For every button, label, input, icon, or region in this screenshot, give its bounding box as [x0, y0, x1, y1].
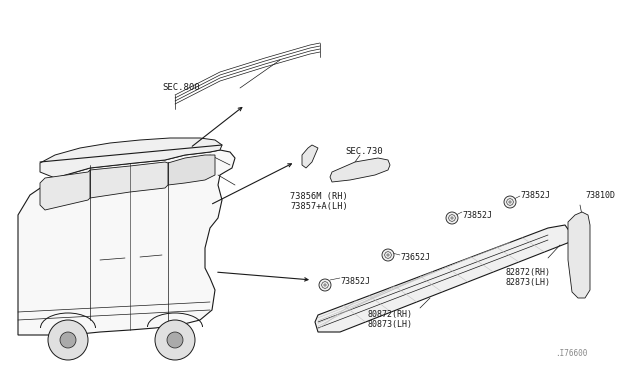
- Polygon shape: [18, 150, 235, 335]
- Polygon shape: [315, 225, 570, 332]
- Text: SEC.730: SEC.730: [345, 148, 383, 157]
- Circle shape: [319, 279, 331, 291]
- Text: 73852J: 73852J: [462, 211, 492, 219]
- Text: 80872(RH)
80873(LH): 80872(RH) 80873(LH): [368, 310, 413, 329]
- Polygon shape: [330, 158, 390, 182]
- Text: 73852J: 73852J: [520, 192, 550, 201]
- Text: 73810D: 73810D: [585, 190, 615, 199]
- Text: 82872(RH)
82873(LH): 82872(RH) 82873(LH): [505, 268, 550, 288]
- Polygon shape: [568, 212, 590, 298]
- Polygon shape: [40, 170, 90, 210]
- Circle shape: [60, 332, 76, 348]
- Polygon shape: [168, 155, 215, 185]
- Polygon shape: [302, 145, 318, 168]
- Text: SEC.800: SEC.800: [162, 83, 200, 93]
- Circle shape: [155, 320, 195, 360]
- Text: 73856M (RH)
73857+A(LH): 73856M (RH) 73857+A(LH): [290, 192, 348, 211]
- Text: 73652J: 73652J: [400, 253, 430, 263]
- Circle shape: [167, 332, 183, 348]
- Circle shape: [48, 320, 88, 360]
- Text: .I76600: .I76600: [555, 349, 588, 358]
- Polygon shape: [90, 162, 168, 198]
- Circle shape: [382, 249, 394, 261]
- Circle shape: [446, 212, 458, 224]
- Text: 73852J: 73852J: [340, 278, 370, 286]
- Polygon shape: [40, 138, 222, 178]
- Circle shape: [504, 196, 516, 208]
